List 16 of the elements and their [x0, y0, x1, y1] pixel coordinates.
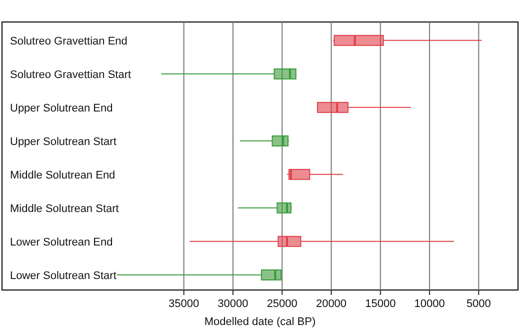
x-tick-label: 5000 — [466, 298, 491, 310]
x-axis-title: Modelled date (cal BP) — [204, 316, 316, 328]
y-tick-label: Solutreo Gravettian Start — [10, 68, 132, 81]
x-tick-label: 25000 — [266, 298, 298, 310]
x-tick-label: 15000 — [365, 298, 396, 310]
y-tick-label: Solutreo Gravettian End — [10, 35, 128, 48]
y-tick-label: Lower Solutrean Start — [10, 270, 116, 282]
x-tick-label: 30000 — [218, 298, 248, 310]
x-tick-label: 35000 — [168, 298, 200, 310]
x-tick-label: 20000 — [316, 298, 347, 310]
y-tick-label: Upper Solutrean End — [10, 102, 113, 114]
y-tick-label: Upper Solutrean Start — [10, 136, 116, 148]
y-tick-label: Middle Solutrean Start — [10, 202, 119, 215]
y-tick-label: Middle Solutrean End — [10, 169, 116, 182]
y-tick-label: Lower Solutrean End — [10, 236, 113, 248]
x-tick-label: 10000 — [414, 298, 445, 310]
